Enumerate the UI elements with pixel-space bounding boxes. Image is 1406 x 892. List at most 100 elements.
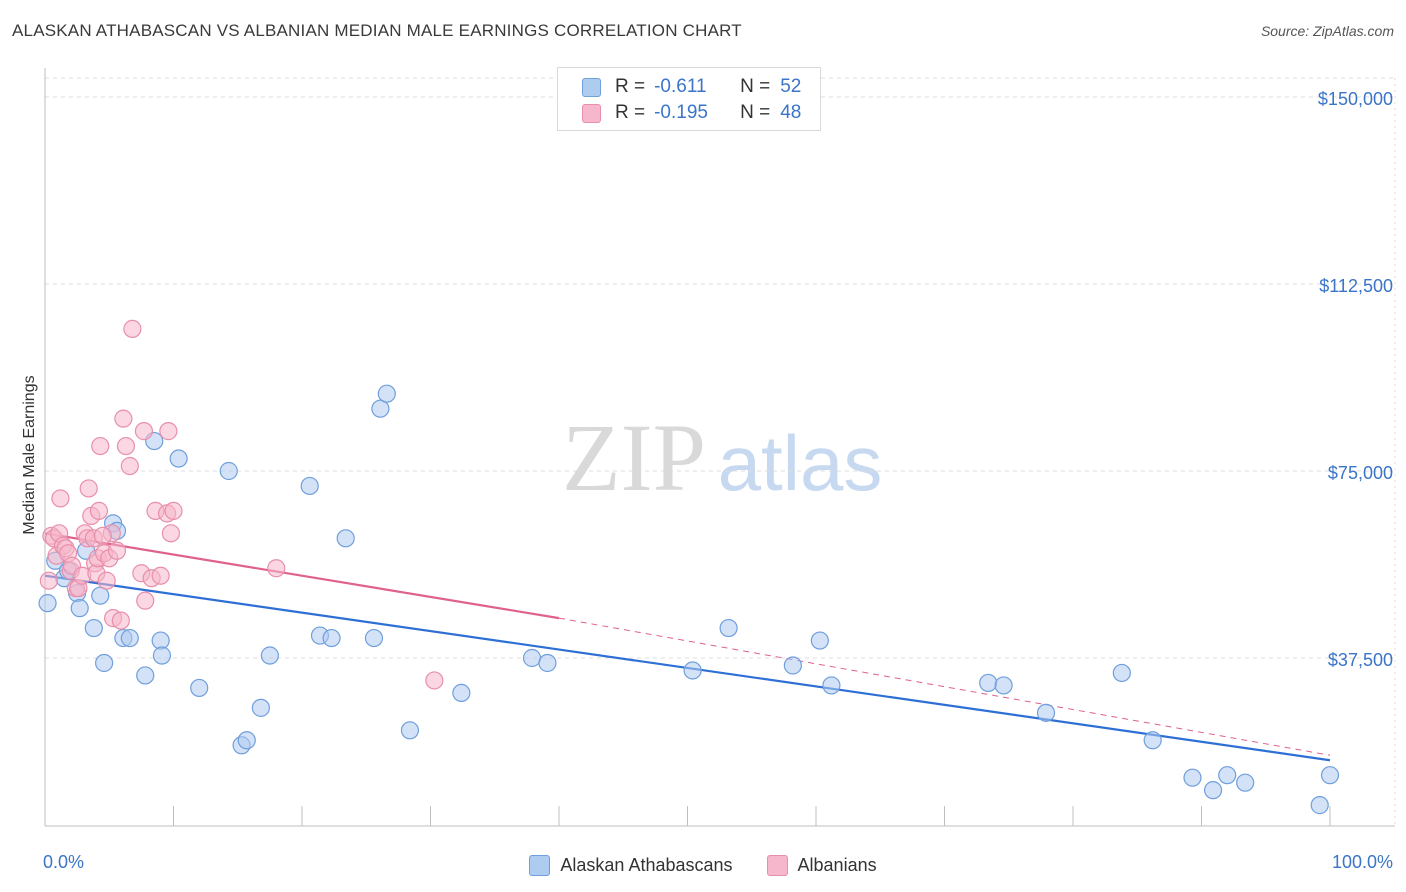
point-athabascan [400,721,420,740]
point-athabascan [260,646,279,665]
point-albanian [134,422,154,441]
point-albanian [93,526,112,545]
point-athabascan [522,648,542,668]
stats-r-label: R = [615,76,646,97]
y-tick-label: $37,500 [1328,650,1393,670]
point-albanian [164,501,183,520]
point-albanian [159,422,178,441]
stats-n-value: 48 [780,102,802,123]
point-athabascan [1310,796,1329,815]
point-athabascan [538,653,557,673]
watermark-atlas: atlas [718,419,883,507]
point-athabascan [84,618,103,638]
y-tick-label: $112,500 [1319,276,1393,296]
point-athabascan [822,676,841,695]
point-athabascan [810,631,829,650]
y-tick-label: $150,000 [1318,89,1393,109]
point-athabascan [1036,703,1056,722]
point-albanian [79,479,98,498]
point-albanian [107,541,127,560]
point-athabascan [364,628,384,648]
point-albanian [97,571,116,590]
point-athabascan [70,599,89,618]
point-albanian [151,566,170,585]
point-athabascan [1236,773,1255,792]
point-athabascan [237,731,256,750]
point-athabascan [452,683,471,703]
point-athabascan [1112,663,1131,683]
point-albanian [136,591,155,610]
point-albanian [425,671,444,690]
chart-title: ALASKAN ATHABASCAN VS ALBANIAN MEDIAN MA… [12,21,742,40]
y-tick-labels: $37,500 $75,000 $112,500 $150,000 [1318,89,1393,670]
watermark-zip: ZIP [562,404,706,511]
stats-n-label: N = [740,102,771,123]
point-athabascan [38,594,57,613]
point-albanian [116,436,136,456]
legend-swatch-pink [766,854,788,876]
point-athabascan [190,678,209,698]
x-tick-label-max: 100.0% [1331,852,1393,872]
stats-r-value: -0.611 [654,76,707,97]
point-athabascan [322,628,341,648]
point-albanian [267,559,286,578]
point-athabascan [1183,768,1202,787]
point-athabascan [979,673,998,693]
point-athabascan [91,586,110,605]
point-athabascan [683,661,702,680]
point-athabascan [371,399,390,418]
stats-n-label: N = [740,76,771,97]
point-athabascan [120,628,139,648]
legend-label: Albanians [797,854,877,875]
point-athabascan [152,646,172,665]
axes [44,68,1395,827]
point-athabascan [251,698,270,717]
point-albanian [114,409,133,428]
y-tick-label: $75,000 [1328,463,1393,483]
point-athabascan [719,618,738,638]
stats-r-label: R = [615,102,646,123]
stats-row-athabascan: R = -0.611 N = 52 [582,75,801,99]
source-note: Source: ZipAtlas.com [1260,23,1394,39]
point-athabascan [783,656,802,675]
point-athabascan [1203,781,1223,800]
stats-row-albanian: R = -0.195 N = 48 [582,101,801,125]
trend-line-albanians [44,532,560,620]
point-albanian [51,489,70,508]
stats-swatch-pink [582,103,601,123]
watermark: ZIP atlas [562,404,882,511]
y-axis-title: Median Male Earnings [21,375,38,535]
stats-swatch-blue [582,77,601,97]
legend-item-athabascans: Alaskan Athabascans [529,852,733,878]
stats-n-value: 52 [780,76,802,97]
x-tick-label-min: 0.0% [43,852,85,872]
point-athabascan [1320,766,1340,785]
point-athabascan [1218,766,1237,785]
legend-item-albanians: Albanians [766,852,877,878]
legend-label: Alaskan Athabascans [560,854,733,875]
point-albanian [161,524,181,543]
point-athabascan [95,653,114,673]
point-albanian [111,611,130,630]
legend-swatch-blue [529,854,551,876]
trend-line-albanians-extension [558,617,1331,756]
point-albanian [39,571,58,590]
point-athabascan [300,476,319,496]
point-albanian [89,501,109,520]
point-athabascan [377,384,396,403]
point-athabascan [151,631,170,650]
point-albanian [123,319,142,338]
data-points [38,319,1340,815]
point-albanian [120,456,139,476]
legend: Alaskan Athabascans Albanians [0,852,1406,878]
point-athabascan [994,676,1013,695]
stats-box: R = -0.611 N = 52 R = -0.195 N = 48 [557,67,821,131]
point-athabascan [136,666,155,685]
point-athabascan [336,529,355,548]
point-athabascan [1143,731,1162,750]
point-albanian [91,436,110,456]
stats-r-value: -0.195 [654,102,708,123]
point-athabascan [219,461,238,481]
trend-lines [44,532,1331,762]
